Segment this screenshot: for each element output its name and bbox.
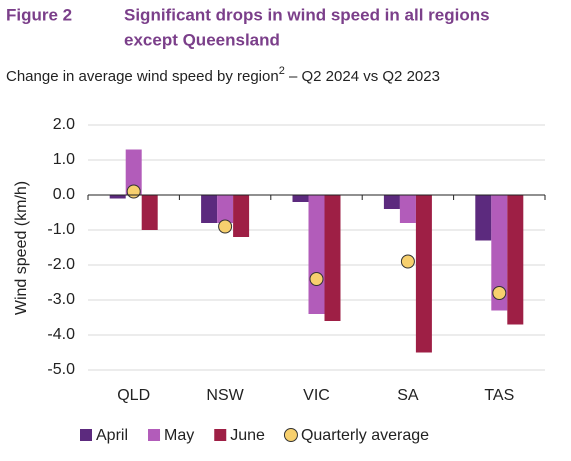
subtitle-note: 2 <box>279 65 285 77</box>
bar <box>233 195 250 237</box>
subtitle-text: Change in average wind speed by region <box>6 68 279 85</box>
chart-title: Significant drops in wind speed in all r… <box>124 5 490 24</box>
bar <box>415 195 432 353</box>
bar <box>292 195 309 202</box>
dot <box>492 286 507 300</box>
bar <box>217 195 234 223</box>
bar <box>201 195 218 223</box>
x-tick-label: NSW <box>206 387 244 404</box>
y-tick-label: -4.0 <box>47 326 75 343</box>
y-tick-label: 1.0 <box>53 151 75 168</box>
x-tick-label: QLD <box>117 387 150 404</box>
dot <box>126 184 141 199</box>
bar <box>383 195 400 209</box>
dot <box>218 219 233 234</box>
x-tick-label: SA <box>397 387 419 404</box>
legend-swatch <box>148 429 161 441</box>
legend-label: May <box>164 427 194 444</box>
y-tick-label: -1.0 <box>47 221 75 238</box>
bar <box>491 195 508 311</box>
bar <box>475 195 492 241</box>
legend-swatch <box>214 429 227 441</box>
y-axis-label: Wind speed (km/h) <box>13 181 30 315</box>
y-tick-label: -3.0 <box>47 291 75 308</box>
legend-label: June <box>230 427 265 444</box>
bar <box>507 195 524 325</box>
bar <box>141 195 158 230</box>
chart-title: except Queensland <box>124 30 280 49</box>
bar <box>109 195 126 199</box>
x-tick-label: VIC <box>303 387 330 404</box>
legend-label: Quarterly average <box>301 427 429 444</box>
bar <box>125 149 142 195</box>
y-tick-label: -5.0 <box>47 361 75 378</box>
legend-swatch <box>80 429 92 441</box>
bar <box>308 195 325 314</box>
subtitle-text: – Q2 2024 vs Q2 2023 <box>285 68 440 85</box>
dot <box>400 254 415 269</box>
legend-label: April <box>96 427 128 444</box>
y-tick-label: 2.0 <box>53 116 75 133</box>
bar <box>324 195 341 321</box>
y-tick-label: -2.0 <box>47 256 75 273</box>
legend-swatch <box>283 428 298 442</box>
bar <box>399 195 416 223</box>
dot <box>309 272 324 286</box>
subtitle: Change in average wind speed by region2 … <box>6 65 440 85</box>
y-tick-label: 0.0 <box>53 186 75 203</box>
x-tick-label: TAS <box>484 387 514 404</box>
figure-label: Figure 2 <box>6 5 72 24</box>
